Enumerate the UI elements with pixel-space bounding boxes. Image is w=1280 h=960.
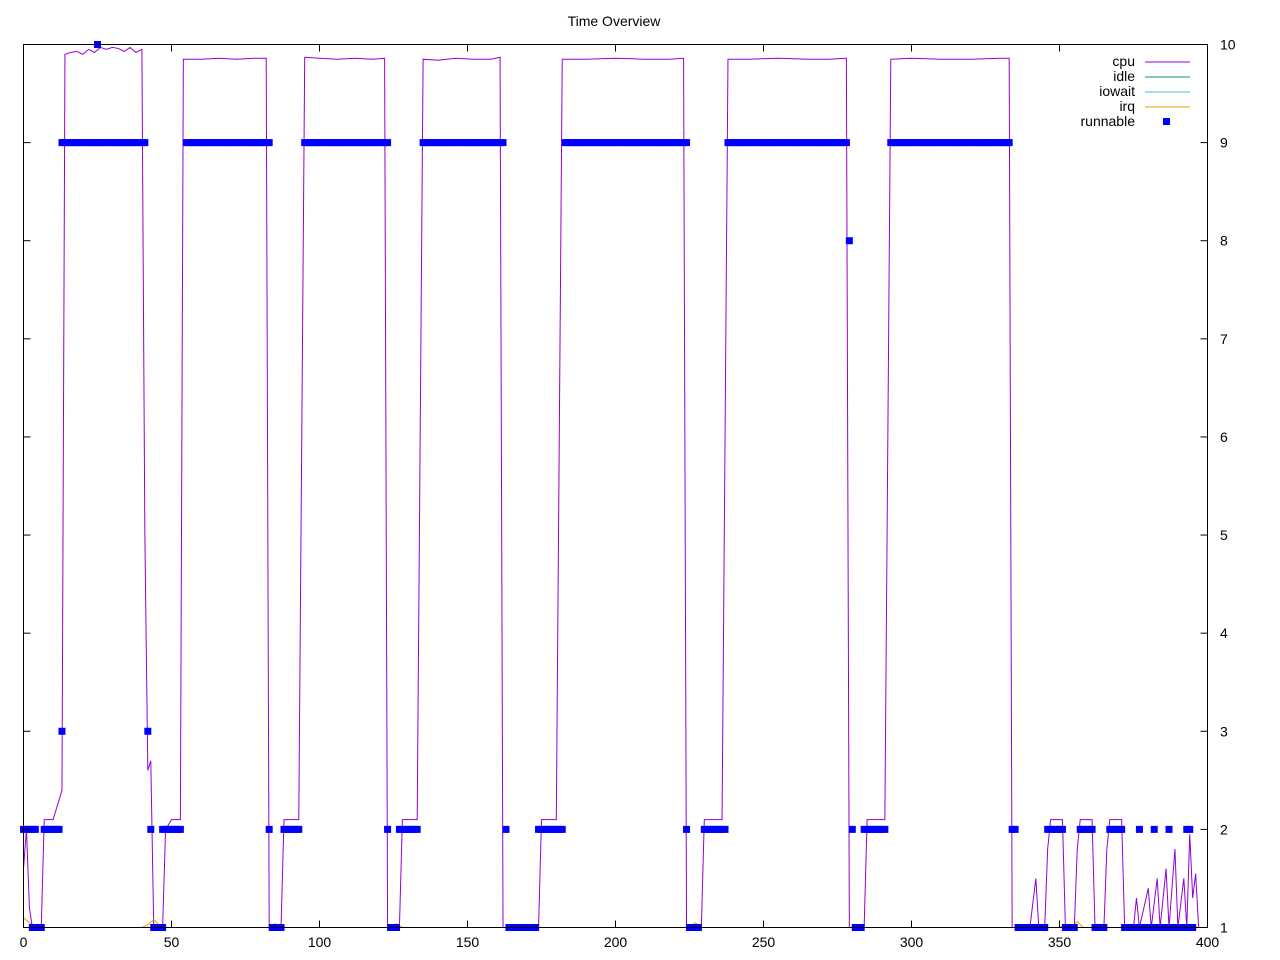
runnable-point [502,825,510,833]
runnable-point [848,825,856,833]
runnable-point [1058,825,1066,833]
runnable-point [1135,825,1143,833]
series-line-cpu [23,46,1200,928]
x-tick-label: 200 [604,934,628,950]
y-tick-label: 7 [1220,331,1228,347]
x-tick-label: 100 [308,934,332,950]
runnable-point [58,727,66,735]
y-tick-label: 3 [1220,723,1228,739]
runnable-point [176,825,184,833]
runnable-point [1150,825,1158,833]
runnable-point [558,825,566,833]
x-tick-label: 50 [164,934,180,950]
y-tick-label: 4 [1220,625,1228,641]
legend-label-iowait: iowait [1099,83,1135,99]
runnable-point [1165,825,1173,833]
runnable-point [144,727,152,735]
y-tick-label: 10 [1220,37,1236,53]
y-axis-ticks: 1 2 3 4 5 6 7 8 9 10 [23,37,1236,936]
runnable-point [499,139,507,147]
y-tick-label: 2 [1220,821,1228,837]
runnable-point [845,237,853,245]
x-tick-label: 0 [20,934,28,950]
y-tick-label: 1 [1220,920,1228,936]
runnable-point [265,139,273,147]
runnable-point [721,825,729,833]
legend-label-irq: irq [1119,98,1135,114]
runnable-point [1088,825,1096,833]
runnable-point [265,825,273,833]
legend-label-runnable: runnable [1081,113,1136,129]
x-tick-label: 250 [752,934,776,950]
y-tick-label: 5 [1220,527,1228,543]
runnable-point [683,139,691,147]
x-tick-label: 350 [1048,934,1072,950]
runnable-point [1011,825,1019,833]
y-tick-label: 8 [1220,233,1228,249]
runnable-point [842,139,850,147]
runnable-point [141,139,149,147]
runnable-point [881,825,889,833]
runnable-point [31,825,39,833]
runnable-point [384,139,392,147]
x-tick-label: 300 [900,934,924,950]
runnable-point [1005,139,1013,147]
runnable-point [147,825,155,833]
runnable-point [295,825,303,833]
legend-label-idle: idle [1113,68,1135,84]
y-tick-label: 6 [1220,429,1228,445]
runnable-point [1118,825,1126,833]
legend-marker-runnable [1163,118,1170,125]
series-layer [20,41,1200,931]
chart-title: Time Overview [568,13,662,29]
runnable-point [1186,825,1194,833]
legend-label-cpu: cpu [1112,53,1135,69]
runnable-point [413,825,421,833]
runnable-point [683,825,691,833]
runnable-point [55,825,63,833]
x-axis-ticks: 0 50 100 150 200 250 300 350 400 [20,44,1220,950]
plot-frame [23,44,1208,928]
y-tick-label: 9 [1220,135,1228,151]
runnable-point [384,825,392,833]
x-tick-label: 150 [456,934,480,950]
x-tick-label: 400 [1196,934,1220,950]
series-points-runnable [20,41,1197,931]
